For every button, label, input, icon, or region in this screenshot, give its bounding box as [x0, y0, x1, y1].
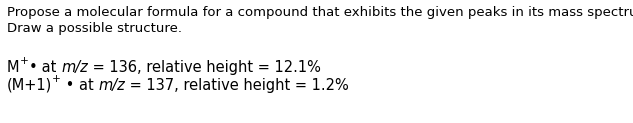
- Text: +: +: [53, 74, 61, 84]
- Text: +: +: [20, 56, 28, 66]
- Text: = 137, relative height = 1.2%: = 137, relative height = 1.2%: [125, 78, 349, 93]
- Text: m/z: m/z: [99, 78, 125, 93]
- Text: at: at: [37, 60, 61, 75]
- Text: • at: • at: [61, 78, 99, 93]
- Text: = 136, relative height = 12.1%: = 136, relative height = 12.1%: [88, 60, 321, 75]
- Text: (M+1): (M+1): [7, 78, 53, 93]
- Text: m/z: m/z: [61, 60, 88, 75]
- Text: Draw a possible structure.: Draw a possible structure.: [7, 22, 182, 35]
- Text: Propose a molecular formula for a compound that exhibits the given peaks in its : Propose a molecular formula for a compou…: [7, 6, 633, 19]
- Text: M: M: [7, 60, 20, 75]
- Text: •: •: [28, 60, 37, 75]
